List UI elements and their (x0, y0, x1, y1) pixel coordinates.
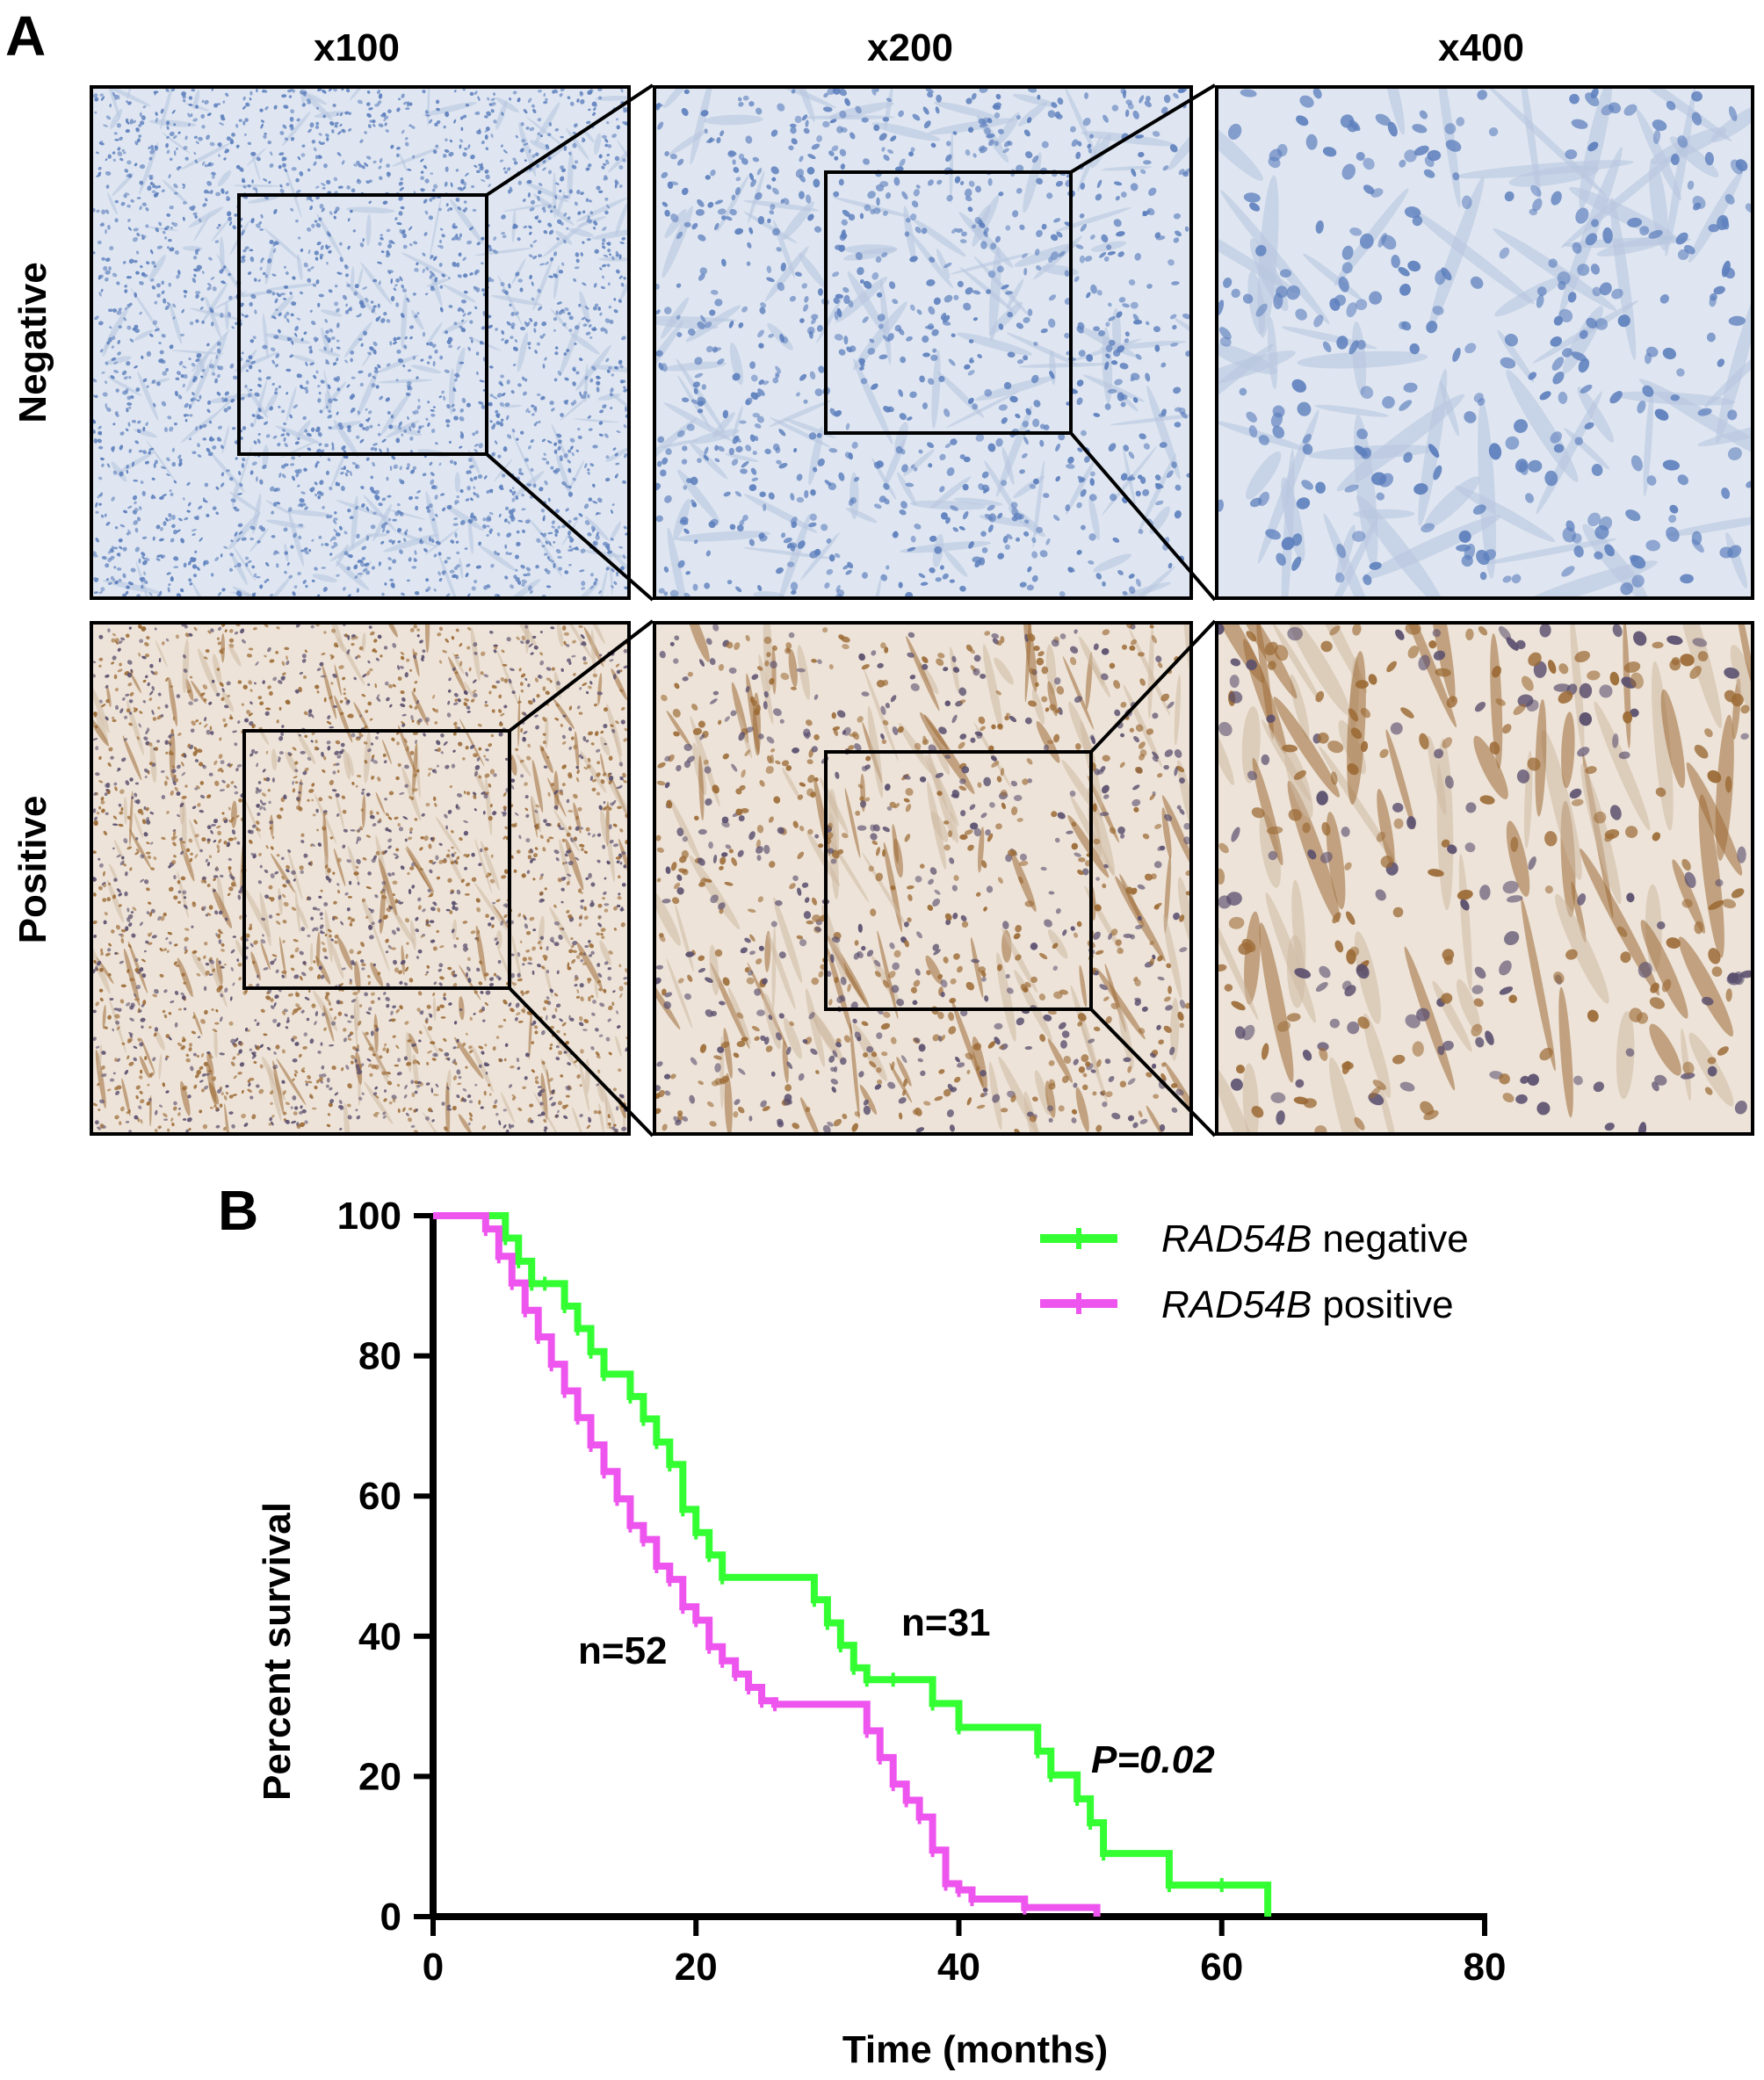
legend-label-positive-status: positive (1312, 1283, 1453, 1326)
y-tick-label: 0 (380, 1896, 401, 1939)
micrograph-negative-x400 (1215, 85, 1754, 600)
x-axis-label: Time (months) (842, 2028, 1108, 2071)
micrograph-negative-x200 (653, 85, 1193, 600)
micrograph-positive-x100 (90, 621, 631, 1136)
x-tick-label: 0 (423, 1946, 444, 1989)
legend-label-positive-gene: RAD54B (1161, 1283, 1312, 1326)
row-header-positive: Positive (11, 795, 54, 944)
x-tick-label: 40 (937, 1946, 980, 1989)
column-header-x100: x100 (314, 26, 400, 69)
annotation-p-value: P=0.02 (1091, 1738, 1215, 1781)
legend-label-negative-gene: RAD54B (1161, 1217, 1312, 1260)
row-header-negative: Negative (11, 262, 54, 423)
x-tick-label: 80 (1464, 1946, 1507, 1989)
ticks: 0 20 40 60 80 0 20 40 60 80 100 (337, 1195, 1507, 1989)
y-tick-label: 100 (337, 1195, 401, 1238)
legend-label-negative-status: negative (1312, 1217, 1469, 1260)
annotation-n-positive: n=52 (578, 1629, 668, 1672)
series-line-negative (433, 1212, 1272, 1917)
micrograph-positive-x400 (1215, 621, 1754, 1136)
x-tick-label: 20 (675, 1946, 718, 1989)
column-header-x400: x400 (1438, 26, 1524, 69)
annotation-n-negative: n=31 (901, 1601, 991, 1644)
y-tick-label: 80 (358, 1335, 401, 1378)
y-tick-label: 20 (358, 1755, 401, 1798)
panel-a-letter: A (5, 4, 47, 68)
series-line-positive (433, 1212, 1101, 1917)
y-tick-label: 60 (358, 1475, 401, 1518)
micrograph-positive-x200 (653, 621, 1193, 1136)
x-tick-label: 60 (1200, 1946, 1243, 1989)
survival-chart: B 0 20 40 60 80 0 20 40 60 80 100 Percent survival… (218, 1179, 1507, 2071)
series-layer (433, 1212, 1272, 1917)
y-axis-label: Percent survival (256, 1502, 299, 1801)
legend: RAD54B negative RAD54B positive (1040, 1217, 1469, 1326)
micrograph-negative-x100 (90, 85, 631, 600)
panel-b-letter: B (218, 1179, 258, 1242)
column-header-x200: x200 (867, 26, 953, 69)
y-tick-label: 40 (358, 1615, 401, 1658)
